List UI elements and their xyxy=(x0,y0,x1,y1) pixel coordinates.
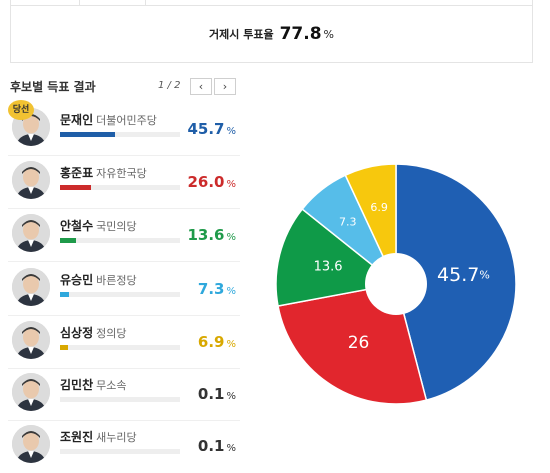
row-divider xyxy=(8,261,240,262)
pie-slice-label: 6.9 xyxy=(370,201,388,214)
percent-unit: % xyxy=(226,443,236,454)
candidate-row: 조원진 새누리당 0.1% xyxy=(8,423,240,473)
row-divider xyxy=(8,368,240,369)
vote-share-bar xyxy=(60,292,180,297)
prev-page-button[interactable]: ‹ xyxy=(190,78,212,95)
vote-share-bar xyxy=(60,238,180,243)
turnout-unit: % xyxy=(323,27,334,41)
percent-unit: % xyxy=(226,339,236,350)
vote-percentage: 26.0% xyxy=(187,173,236,191)
vote-percentage: 7.3% xyxy=(197,280,236,298)
page-indicator: 1 / 2 xyxy=(158,80,181,91)
percent-unit: % xyxy=(226,179,236,190)
vote-percentage: 0.1% xyxy=(197,385,236,403)
percent-unit: % xyxy=(226,391,236,402)
pie-slice xyxy=(395,163,517,402)
candidate-row: 김민찬 무소속 0.1% xyxy=(8,371,240,421)
vote-share-bar xyxy=(60,185,180,190)
percent-unit: % xyxy=(226,232,236,243)
candidate-party: 국민의당 xyxy=(96,220,137,233)
section-title: 후보별 득표 결과 xyxy=(10,80,96,94)
vote-share-bar xyxy=(60,132,180,137)
vote-share-bar-fill xyxy=(60,292,69,297)
row-divider xyxy=(8,315,240,316)
vote-share-pie-chart: 45.7% 26 13.6 7.3 6.9 xyxy=(275,163,517,405)
candidate-party: 더불어민주당 xyxy=(96,114,157,127)
vote-share-bar-fill xyxy=(60,132,115,137)
vote-percentage: 45.7% xyxy=(187,120,236,138)
vote-share-bar xyxy=(60,449,180,454)
donut-hole xyxy=(365,253,427,315)
vote-percentage: 13.6% xyxy=(187,226,236,244)
row-divider xyxy=(8,420,240,421)
vote-share-bar-fill xyxy=(60,238,77,243)
pie-slice-label: 45.7% xyxy=(437,264,490,286)
candidate-row: 홍준표 자유한국당 26.0% xyxy=(8,159,240,209)
pie-slice-label: 7.3 xyxy=(339,216,357,229)
turnout-value: 77.8 xyxy=(279,24,322,44)
candidate-party: 무소속 xyxy=(96,379,127,392)
next-page-button[interactable]: › xyxy=(214,78,236,95)
turnout-label: 거제시 투표율 xyxy=(209,28,274,41)
pie-slice-label: 13.6 xyxy=(314,260,343,275)
row-divider xyxy=(8,155,240,156)
turnout-panel: 거제시 투표율 77.8 % xyxy=(10,5,533,63)
candidate-photo xyxy=(12,108,50,146)
candidate-name[interactable]: 홍준표 자유한국당 xyxy=(60,166,147,180)
percent-unit: % xyxy=(226,286,236,297)
chevron-right-icon: › xyxy=(222,80,228,93)
candidate-party: 새누리당 xyxy=(96,431,137,444)
candidate-party: 자유한국당 xyxy=(96,167,147,180)
candidate-party: 바른정당 xyxy=(96,274,137,287)
candidate-party: 정의당 xyxy=(96,327,127,340)
vote-percentage: 0.1% xyxy=(197,437,236,455)
candidate-photo xyxy=(12,425,50,463)
candidate-name[interactable]: 조원진 새누리당 xyxy=(60,430,137,444)
vote-percentage: 6.9% xyxy=(197,333,236,351)
candidate-row: 심상정 정의당 6.9% xyxy=(8,319,240,369)
candidate-name[interactable]: 심상정 정의당 xyxy=(60,326,127,340)
pie-slice xyxy=(344,163,397,285)
candidate-photo xyxy=(12,373,50,411)
row-divider xyxy=(8,208,240,209)
candidate-row: 안철수 국민의당 13.6% xyxy=(8,212,240,262)
candidate-name[interactable]: 유승민 바른정당 xyxy=(60,273,137,287)
percent-unit: % xyxy=(226,126,236,137)
vote-share-bar-fill xyxy=(60,185,92,190)
vote-share-bar-fill xyxy=(60,345,69,350)
pie-slice-label: 26 xyxy=(348,333,370,353)
candidate-photo xyxy=(12,321,50,359)
vote-share-bar xyxy=(60,345,180,350)
candidate-name[interactable]: 안철수 국민의당 xyxy=(60,219,137,233)
winner-badge: 당선 xyxy=(8,100,34,120)
candidate-name[interactable]: 김민찬 무소속 xyxy=(60,378,127,392)
candidate-photo xyxy=(12,161,50,199)
candidate-photo xyxy=(12,268,50,306)
candidate-name[interactable]: 문재인 더불어민주당 xyxy=(60,113,157,127)
vote-share-bar xyxy=(60,397,180,402)
chevron-left-icon: ‹ xyxy=(198,80,204,93)
candidate-photo xyxy=(12,214,50,252)
candidate-row: 유승민 바른정당 7.3% xyxy=(8,266,240,316)
